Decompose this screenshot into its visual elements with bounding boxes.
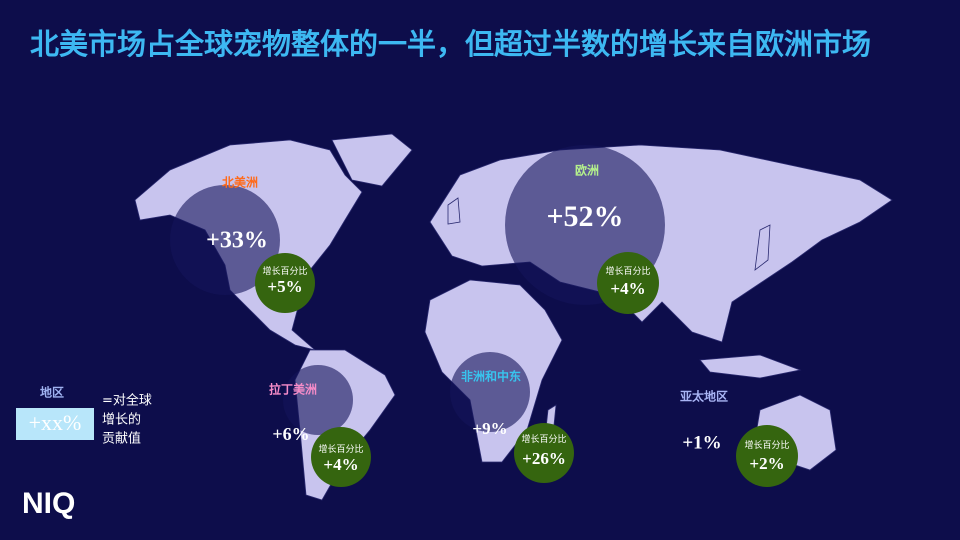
- growth-label: 增长百分比: [605, 265, 650, 276]
- title: 北美市场占全球宠物整体的一半，但超过半数的增长来自欧洲市场: [30, 27, 872, 61]
- region-circle: [170, 185, 280, 295]
- growth-value: +26%: [522, 449, 566, 468]
- growth-value: +5%: [267, 277, 302, 296]
- legend-region: 地区: [40, 385, 64, 400]
- region-name: 拉丁美洲: [269, 382, 317, 397]
- growth-value: +4%: [323, 455, 358, 474]
- region-share: +6%: [272, 424, 309, 444]
- europe-label: 欧洲 +52% 增长百分比 +4%: [546, 163, 659, 314]
- region-name: 亚太地区: [680, 389, 728, 404]
- region-name: 欧洲: [575, 163, 599, 178]
- growth-circle: [311, 427, 371, 487]
- japan: [754, 224, 771, 271]
- region-share: +33%: [206, 228, 268, 254]
- region-name: 非洲和中东: [461, 369, 521, 384]
- growth-label: 增长百分比: [744, 439, 789, 450]
- growth-circle: [514, 423, 574, 483]
- latin-america-label: 拉丁美洲 +6% 增长百分比 +4%: [269, 382, 371, 487]
- region-circle: [283, 365, 353, 435]
- region-share: +9%: [472, 419, 507, 438]
- legend-note: 贡献值: [102, 431, 141, 447]
- logo: NIQ: [22, 487, 75, 520]
- growth-circle: [255, 253, 315, 313]
- apac-label: 亚太地区 +1% 增长百分比 +2%: [680, 389, 798, 487]
- legend-box: [16, 408, 94, 440]
- region-share: +52%: [546, 200, 623, 233]
- legend-sample: +xx%: [29, 410, 82, 435]
- growth-label: 增长百分比: [262, 265, 307, 276]
- region-name: 北美洲: [222, 175, 258, 190]
- legend: 地区 +xx% =对全球 增长的 贡献值: [16, 385, 152, 447]
- region-share: +1%: [682, 432, 721, 453]
- growth-label: 增长百分比: [318, 443, 363, 454]
- legend-note: 增长的: [102, 412, 141, 428]
- legend-note: =对全球: [102, 393, 152, 409]
- growth-label: 增长百分比: [521, 433, 566, 444]
- north-america-label: 北美洲 +33% 增长百分比 +5%: [206, 175, 315, 313]
- greenland: [331, 133, 413, 187]
- uk: [447, 197, 461, 225]
- growth-circle: [597, 252, 659, 314]
- growth-value: +2%: [749, 454, 784, 473]
- africa-middle-east-label: 非洲和中东 +9% 增长百分比 +26%: [461, 369, 574, 483]
- growth-value: +4%: [610, 279, 645, 298]
- growth-circle: [736, 425, 798, 487]
- indonesia: [699, 354, 802, 379]
- region-circle: [450, 352, 530, 432]
